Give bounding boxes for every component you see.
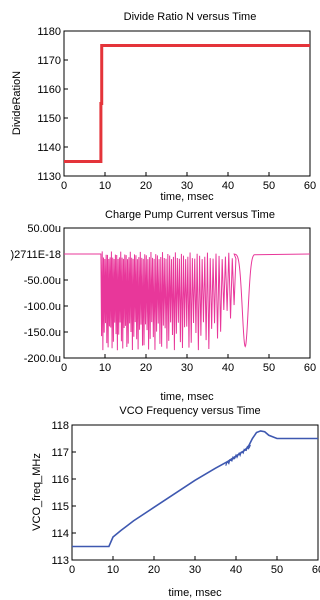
- series-charge-pump-current: [64, 251, 311, 351]
- x-tick-label: 10: [99, 180, 111, 192]
- y-tick-label: 1130: [37, 171, 61, 183]
- x-tick-label: 10: [107, 564, 119, 576]
- chart-1-title: Divide Ratio N versus Time: [124, 11, 257, 23]
- x-tick-label: 50: [263, 362, 275, 374]
- chart-1-ylabel: DivideRatioN: [11, 71, 23, 135]
- y-tick-label: 114: [51, 528, 69, 540]
- y-tick-label: 1180: [37, 26, 61, 38]
- x-tick-label: 30: [189, 564, 201, 576]
- y-tick-label: -100.0u: [24, 301, 61, 313]
- x-tick-label: 0: [61, 362, 67, 374]
- y-tick-label: -200.0u: [24, 353, 61, 365]
- chart-vco-frequency: VCO Frequency versus Time VCO_freq_MHz t…: [31, 405, 320, 599]
- y-tick-label: 113: [51, 555, 69, 567]
- x-tick-label: 30: [181, 362, 193, 374]
- y-tick-label: 1150: [37, 113, 61, 125]
- chart-3-ylabel: VCO_freq_MHz: [31, 453, 43, 531]
- series-divide-ratio: [64, 44, 310, 163]
- x-tick-label: 20: [140, 362, 152, 374]
- x-tick-label: 20: [140, 180, 152, 192]
- x-tick-label: 0: [69, 564, 75, 576]
- x-tick-label: 40: [222, 180, 234, 192]
- x-tick-label: 50: [263, 180, 275, 192]
- x-tick-label: 60: [304, 180, 316, 192]
- y-tick-label: 1140: [37, 142, 61, 154]
- chart-2-series: [64, 251, 311, 351]
- y-tick-label: 116: [51, 474, 69, 486]
- y-tick-label: 117: [51, 447, 69, 459]
- chart-divide-ratio: Divide Ratio N versus Time DivideRatioN …: [11, 11, 316, 203]
- x-tick-label: 40: [222, 362, 234, 374]
- series-vco-ripple: [225, 444, 251, 466]
- y-tick-label: 118: [51, 420, 69, 432]
- x-tick-label: 20: [148, 564, 160, 576]
- chart-3-xlabel: time, msec: [168, 587, 222, 599]
- x-tick-label: 10: [99, 362, 111, 374]
- chart-1-x-ticks: 0 10 20 30 40 50 60: [61, 172, 316, 192]
- chart-3-x-ticks: 0 10 20 30 40 50 60: [69, 556, 320, 576]
- x-tick-label: 60: [304, 362, 316, 374]
- y-tick-label: -50.00u: [24, 275, 61, 287]
- x-tick-label: 40: [230, 564, 242, 576]
- y-tick-label: 1170: [37, 55, 61, 67]
- chart-1-xlabel: time, msec: [160, 191, 214, 203]
- x-tick-label: 50: [271, 564, 283, 576]
- y-tick-label: 115: [51, 501, 69, 513]
- x-tick-label: 30: [181, 180, 193, 192]
- chart-2-x-ticks: 0 10 20 30 40 50 60: [61, 354, 316, 374]
- chart-3-title: VCO Frequency versus Time: [119, 405, 260, 417]
- series-vco-frequency: [72, 430, 318, 548]
- chart-3-frame: [71, 424, 319, 561]
- x-tick-label: 60: [312, 564, 320, 576]
- y-tick-label: 50.00u: [27, 223, 61, 235]
- y-tick-label: )2711E-18: [10, 249, 61, 261]
- x-tick-label: 0: [61, 180, 67, 192]
- y-tick-label: 1160: [37, 84, 61, 96]
- chart-2-y-ticks: 50.00u )2711E-18 -50.00u -100.0u -150.0u -200…: [10, 223, 68, 365]
- chart-3-series: [72, 430, 318, 548]
- chart-1-series: [64, 44, 310, 163]
- chart-2-title: Charge Pump Current versus Time: [105, 209, 275, 221]
- chart-3-y-ticks: 113 114 115 116 117 118: [51, 420, 76, 567]
- chart-charge-pump: Charge Pump Current versus Time time, ms…: [10, 209, 316, 403]
- chart-1-y-ticks: 1130 1140 1150 1160 1170 1180: [37, 26, 68, 183]
- chart-2-xlabel: time, msec: [160, 391, 214, 403]
- y-tick-label: -150.0u: [24, 327, 61, 339]
